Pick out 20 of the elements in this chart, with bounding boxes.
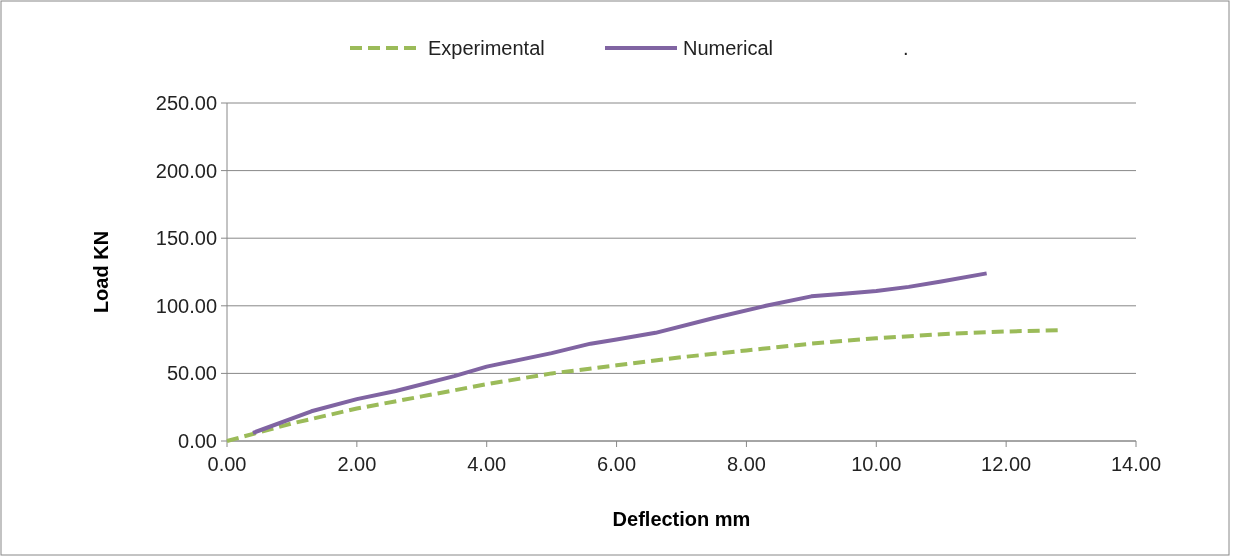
x-tick-label: 10.00 (851, 453, 902, 475)
y-axis-title: Load KN (90, 230, 112, 314)
y-tick-label: 100.00 (155, 294, 217, 317)
legend-label: Numerical (683, 37, 774, 59)
x-tick-label: 6.00 (597, 453, 637, 475)
x-tick-label: 12.00 (981, 453, 1032, 475)
x-tick-label: 4.00 (467, 453, 507, 475)
legend-label: Experimental (428, 37, 545, 59)
x-tick-label: 0.00 (207, 453, 247, 475)
x-tick-label: 2.00 (337, 453, 377, 475)
x-tick-label: 8.00 (726, 453, 766, 475)
y-tick-label: 250.00 (155, 92, 217, 114)
y-tick-label: 50.00 (166, 362, 217, 385)
x-axis-title: Deflection mm (612, 508, 751, 530)
y-tick-label: 200.00 (155, 159, 217, 182)
x-tick-label: 14.00 (1110, 453, 1162, 475)
text: . (903, 37, 909, 59)
line-series (250, 271, 989, 435)
y-tick-label: 150.00 (155, 227, 217, 250)
y-tick-label: 0.00 (178, 430, 217, 452)
